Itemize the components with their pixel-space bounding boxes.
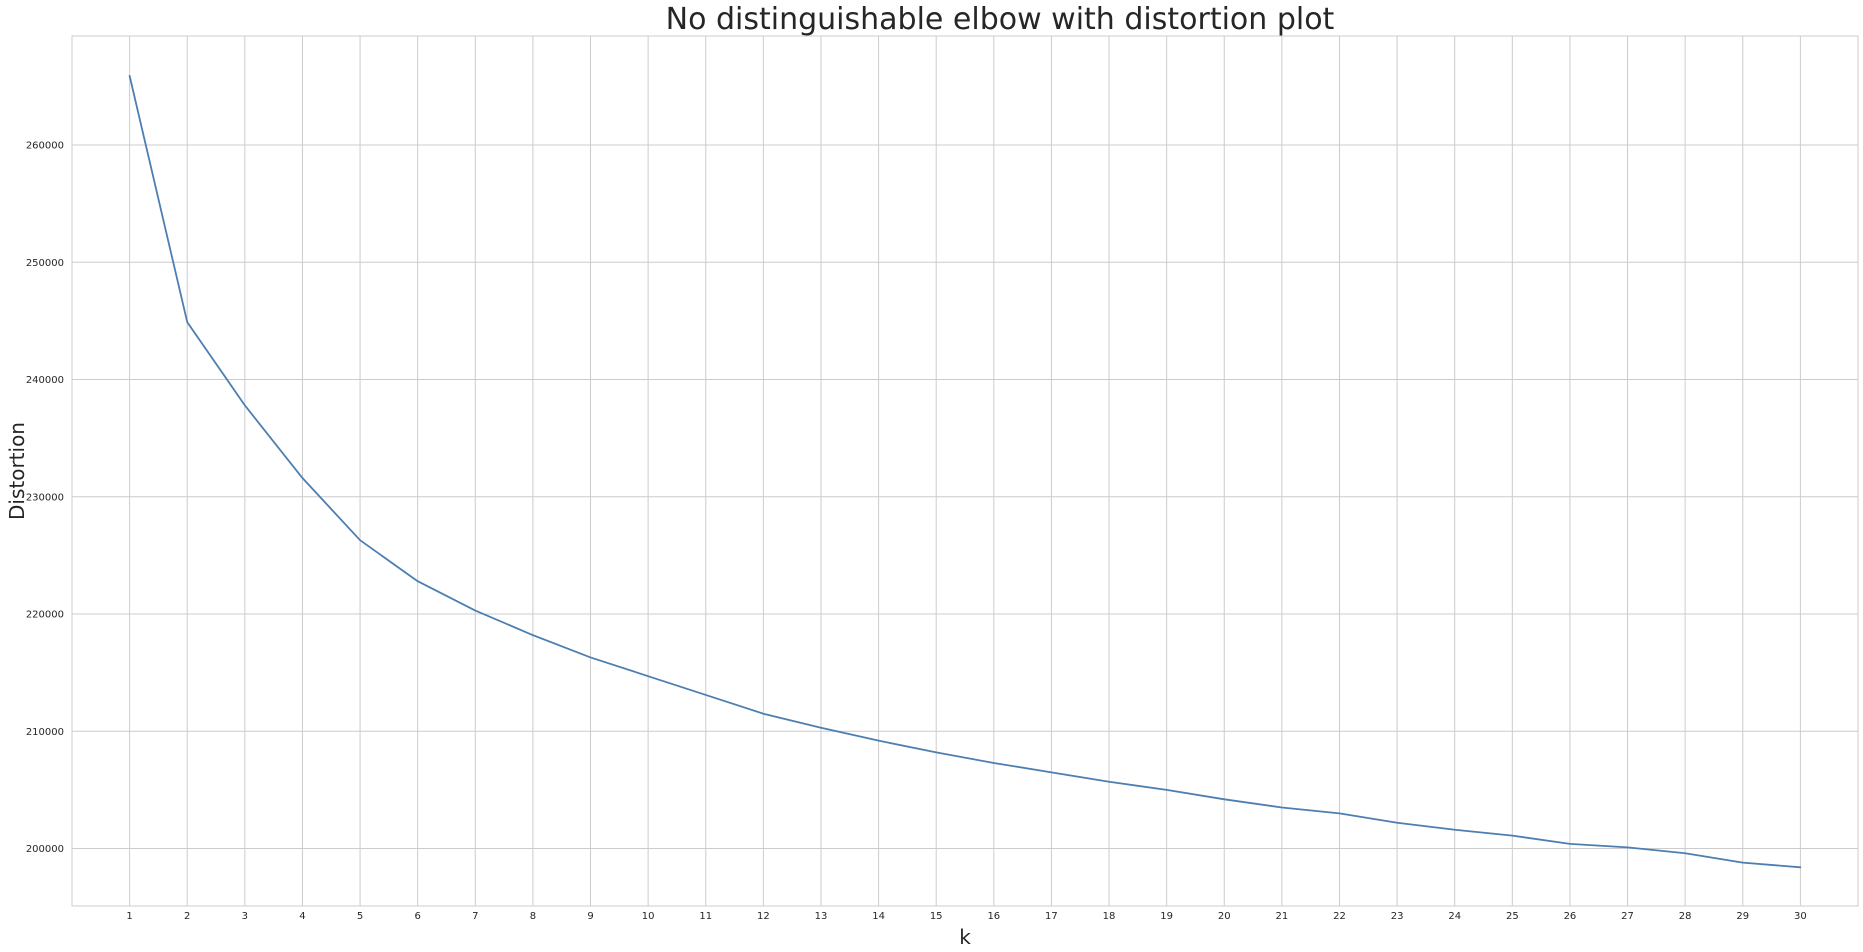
y-tick-labels: 200000 210000 220000 230000 240000 250000 2600… — [26, 141, 64, 856]
chart-title: No distinguishable elbow with distortion… — [666, 2, 1335, 37]
y-tick-label: 210000 — [26, 727, 64, 738]
x-tick-label: 27 — [1621, 911, 1634, 922]
x-tick-label: 2 — [184, 911, 190, 922]
x-tick-label: 25 — [1506, 911, 1519, 922]
x-tick-label: 7 — [472, 911, 478, 922]
x-tick-label: 4 — [299, 911, 305, 922]
x-tick-label: 18 — [1103, 911, 1116, 922]
x-tick-label: 1 — [126, 911, 132, 922]
x-tick-label: 10 — [642, 911, 655, 922]
x-tick-label: 20 — [1218, 911, 1231, 922]
series-layer — [128, 74, 1802, 869]
series-line — [128, 74, 1802, 869]
x-tick-labels: 1 2 3 4 5 6 7 8 9 10 11 12 13 14 15 16 17 18 19 20 21 22 23 24 2… — [126, 911, 1806, 922]
y-tick-label: 200000 — [26, 844, 64, 855]
x-tick-label: 11 — [699, 911, 712, 922]
x-tick-label: 22 — [1333, 911, 1346, 922]
x-tick-label: 26 — [1564, 911, 1577, 922]
grid — [72, 36, 1858, 906]
x-tick-label: 5 — [357, 911, 363, 922]
x-tick-label: 9 — [587, 911, 593, 922]
y-axis-label: Distortion — [5, 422, 29, 520]
x-tick-label: 30 — [1794, 911, 1807, 922]
x-tick-label: 15 — [930, 911, 943, 922]
x-axis-label: k — [959, 925, 971, 949]
x-tick-label: 13 — [815, 911, 828, 922]
y-tick-label: 260000 — [26, 141, 64, 152]
x-tick-label: 8 — [530, 911, 536, 922]
x-tick-label: 29 — [1736, 911, 1749, 922]
x-tick-label: 16 — [987, 911, 1000, 922]
y-tick-label: 230000 — [26, 492, 64, 503]
x-tick-label: 28 — [1679, 911, 1692, 922]
x-tick-label: 19 — [1160, 911, 1173, 922]
y-tick-label: 220000 — [26, 610, 64, 621]
x-tick-label: 21 — [1276, 911, 1289, 922]
x-tick-label: 17 — [1045, 911, 1058, 922]
x-tick-label: 3 — [242, 911, 248, 922]
y-tick-label: 250000 — [26, 258, 64, 269]
x-tick-label: 23 — [1391, 911, 1404, 922]
plot-frame — [71, 35, 1859, 907]
x-tick-label: 14 — [872, 911, 885, 922]
x-tick-label: 6 — [414, 911, 420, 922]
x-tick-label: 24 — [1448, 911, 1461, 922]
x-tick-label: 12 — [757, 911, 770, 922]
y-tick-label: 240000 — [26, 375, 64, 386]
